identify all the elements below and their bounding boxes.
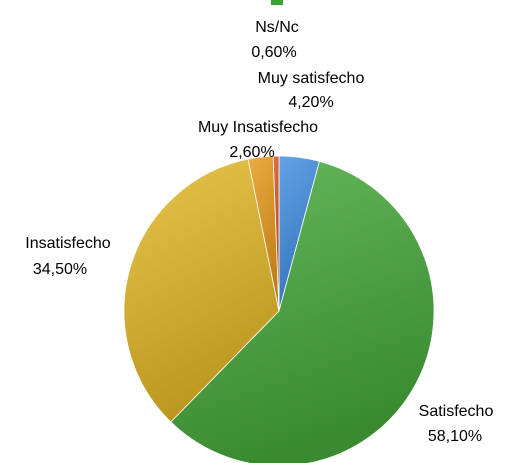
slice-value-muy-insatisfecho: 2,60% (229, 144, 274, 161)
slice-name-satisfecho: Satisfecho (419, 403, 494, 420)
slice-value-insatisfecho: 34,50% (33, 261, 87, 278)
slice-value-ns-nc: 0,60% (251, 44, 296, 61)
title-fragment (271, 0, 283, 5)
slice-value-satisfecho: 58,10% (428, 428, 482, 445)
slice-name-ns-nc: Ns/Nc (255, 19, 299, 36)
slice-value-muy-satisfecho: 4,20% (288, 94, 333, 111)
slice-name-muy-satisfecho: Muy satisfecho (258, 70, 365, 87)
pie-slice-satisfecho (170, 160, 435, 463)
slice-name-muy-insatisfecho: Muy Insatisfecho (198, 119, 318, 136)
pie-slice-ns-nc (272, 155, 280, 312)
pie-slice-insatisfecho (123, 158, 280, 423)
slice-name-insatisfecho: Insatisfecho (25, 235, 110, 252)
